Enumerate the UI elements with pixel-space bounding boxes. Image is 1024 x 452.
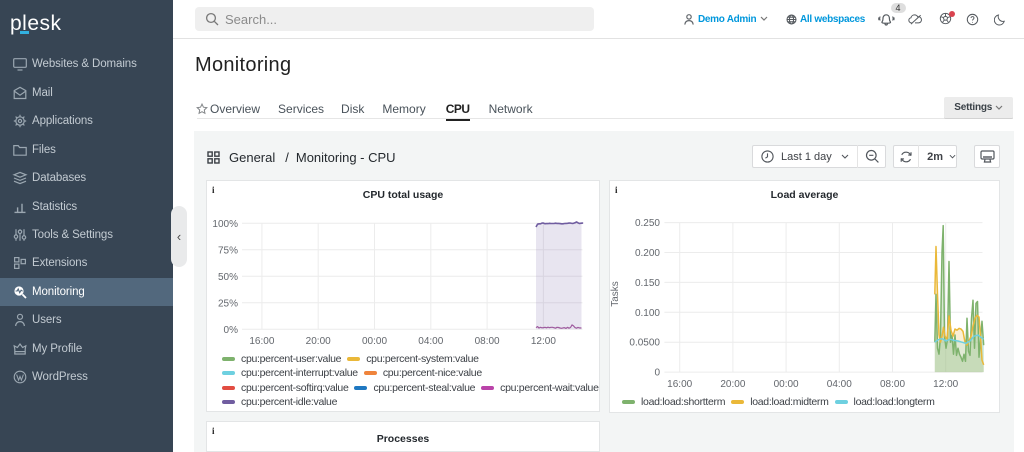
svg-text:0%: 0% [224,325,239,336]
svg-text:20:00: 20:00 [720,379,745,390]
svg-text:12:00: 12:00 [531,336,556,347]
svg-text:08:00: 08:00 [475,336,500,347]
svg-text:12:00: 12:00 [933,379,958,390]
svg-text:04:00: 04:00 [418,336,443,347]
svg-text:25%: 25% [218,298,238,309]
svg-text:16:00: 16:00 [249,336,274,347]
svg-text:Tasks: Tasks [610,281,621,307]
svg-text:20:00: 20:00 [306,336,331,347]
svg-text:0.0500: 0.0500 [629,338,660,349]
svg-text:08:00: 08:00 [880,379,905,390]
svg-text:50%: 50% [218,272,238,283]
svg-text:75%: 75% [218,245,238,256]
svg-text:00:00: 00:00 [774,379,799,390]
svg-text:16:00: 16:00 [667,379,692,390]
svg-text:0.200: 0.200 [635,248,660,259]
svg-text:0.100: 0.100 [635,308,660,319]
svg-text:04:00: 04:00 [827,379,852,390]
svg-text:0.150: 0.150 [635,278,660,289]
svg-text:100%: 100% [212,219,238,230]
svg-text:0: 0 [654,368,660,379]
svg-text:0.250: 0.250 [635,218,660,229]
svg-text:00:00: 00:00 [362,336,387,347]
